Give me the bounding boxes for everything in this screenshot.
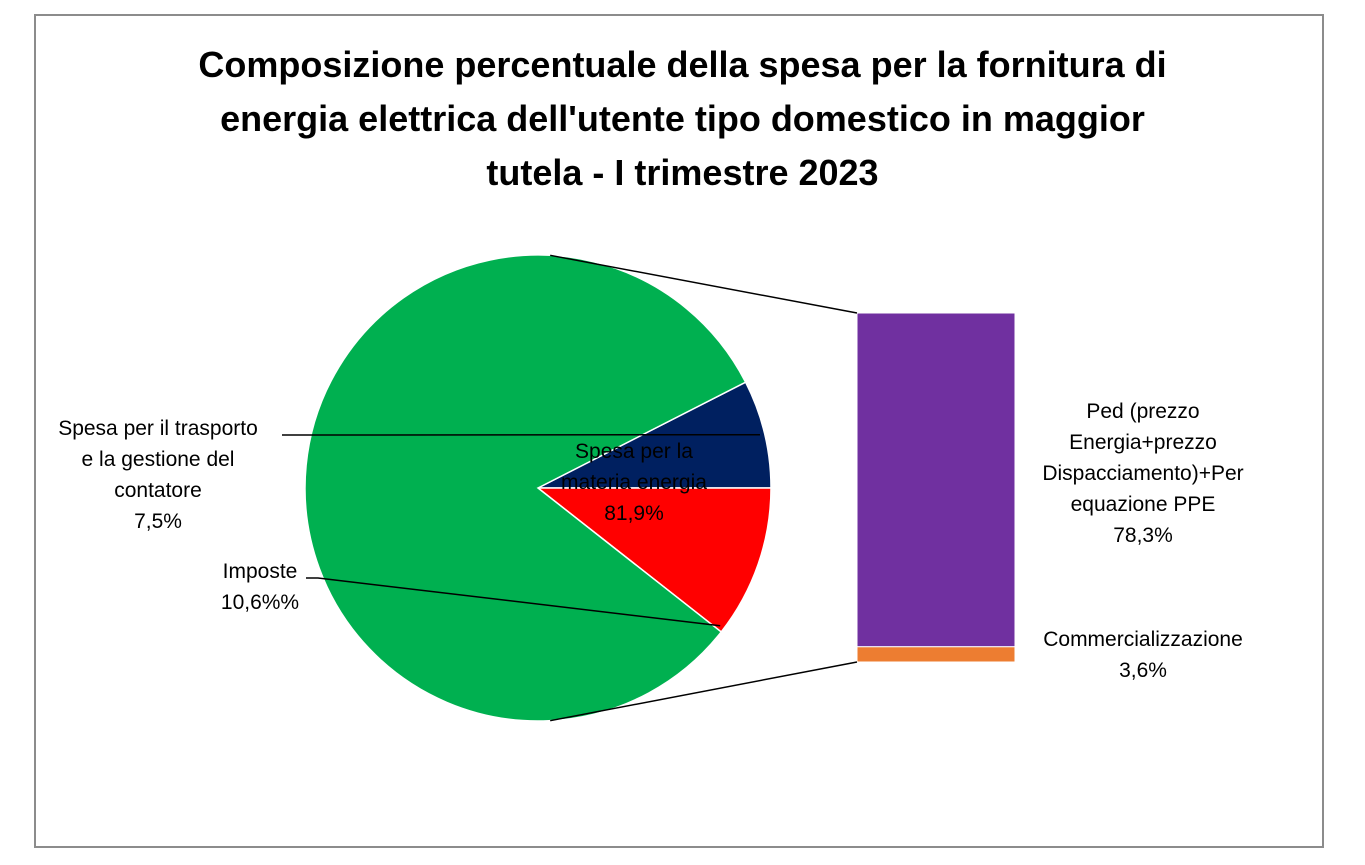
data-label-ped: Ped (prezzo Energia+prezzo Dispacciamento)… — [1042, 400, 1243, 547]
bar-segment-ped — [856, 312, 1016, 648]
data-label-ped-line-5: 78,3% — [1113, 524, 1173, 547]
connector-line-top — [550, 254, 858, 314]
chart-title-line-3: tutela - I trimestre 2023 — [486, 152, 879, 193]
data-label-materia-line-3: 81,9% — [604, 502, 664, 525]
chart-title-line-1: Composizione percentuale della spesa per… — [198, 44, 1167, 85]
data-label-trasporto-line-2: e la gestione del — [82, 448, 235, 471]
data-label-materia: Spesa per la materia energia 81,9% — [561, 440, 707, 525]
data-label-trasporto-line-1: Spesa per il trasporto — [58, 417, 258, 440]
data-label-ped-line-4: equazione PPE — [1071, 493, 1216, 516]
data-label-imposte-line-1: Imposte — [223, 560, 298, 583]
data-label-ped-line-1: Ped (prezzo — [1086, 400, 1199, 423]
data-label-imposte: Imposte 10,6%% — [221, 560, 299, 614]
data-label-materia-line-1: Spesa per la — [575, 440, 693, 463]
data-label-trasporto-line-4: 7,5% — [134, 510, 182, 533]
data-label-ped-line-2: Energia+prezzo — [1069, 431, 1217, 454]
data-label-ped-line-3: Dispacciamento)+Per — [1042, 462, 1243, 485]
data-label-imposte-line-2: 10,6%% — [221, 591, 299, 614]
data-label-commercializzazione-line-1: Commercializzazione — [1043, 628, 1243, 651]
data-label-commercializzazione-line-2: 3,6% — [1119, 659, 1167, 682]
connector-line-bottom — [550, 661, 858, 722]
data-label-trasporto: Spesa per il trasporto e la gestione del c… — [58, 417, 258, 533]
bar-segment-commercializzazione — [856, 646, 1016, 663]
data-label-trasporto-line-3: contatore — [114, 479, 202, 502]
leader-line-imposte — [306, 577, 721, 627]
chart-title: Composizione percentuale della spesa per… — [0, 38, 1365, 200]
chart-title-line-2: energia elettrica dell'utente tipo domes… — [220, 98, 1145, 139]
data-label-materia-line-2: materia energia — [561, 471, 707, 494]
pie-slice-imposte — [535, 487, 772, 634]
data-label-commercializzazione: Commercializzazione 3,6% — [1043, 628, 1243, 682]
